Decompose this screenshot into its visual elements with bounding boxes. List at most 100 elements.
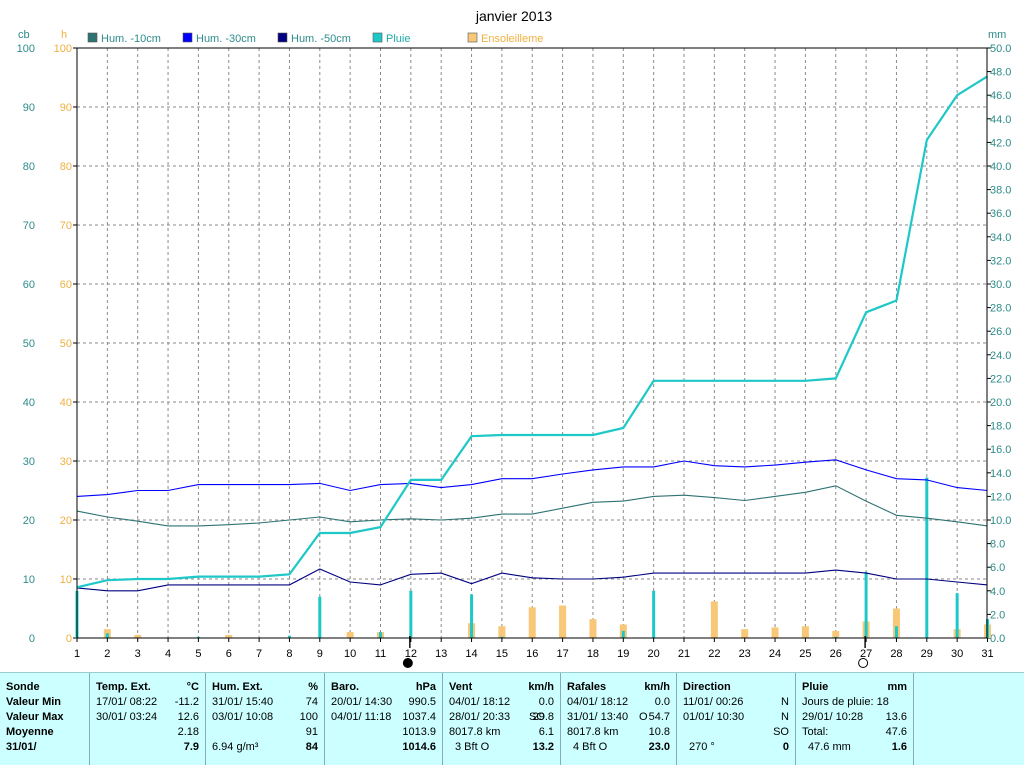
vent-min-date: 04/01/ 18:12 [449, 696, 511, 708]
rain-bar [379, 632, 382, 638]
left-tick-label: 80 [23, 161, 35, 173]
label-date: 31/01/ [6, 741, 37, 753]
baro-avg: 1013.9 [402, 726, 436, 738]
right-tick-label: 0.0 [990, 633, 1005, 645]
chart-title: janvier 2013 [475, 8, 552, 24]
sunshine-bar [528, 607, 536, 638]
x-tick-label: 15 [496, 648, 508, 660]
col-labels: Sonde Valeur Min Valeur Max Moyenne 31/0… [0, 673, 89, 765]
sunshine-bar [498, 626, 506, 638]
left-tick-label: 20 [23, 515, 35, 527]
left-tick-label: 60 [23, 279, 35, 291]
right-tick-label: 16.0 [990, 444, 1011, 456]
label-min: Valeur Min [6, 696, 62, 708]
right-tick-label: 48.0 [990, 67, 1011, 79]
x-tick-label: 11 [375, 648, 386, 660]
pluie-max-date: 29/01/ 10:28 [802, 711, 864, 723]
hum-abs: 6.94 g/m³ [212, 741, 259, 753]
x-tick-label: 5 [195, 648, 201, 660]
pluie-days: Jours de pluie: 18 [802, 696, 889, 708]
legend-label: Pluie [386, 33, 410, 45]
bars [75, 477, 991, 638]
legend-swatch [277, 32, 288, 43]
temp-min-date: 17/01/ 08:22 [96, 696, 158, 708]
rain-bar [500, 636, 504, 638]
pluie-unit: mm [887, 681, 907, 693]
hum-current: 84 [305, 741, 318, 753]
vent-current: 13.2 [532, 741, 554, 753]
col-empty [913, 673, 1024, 765]
rafales-max: 54.7 [648, 711, 670, 723]
rafales-unit: km/h [644, 681, 670, 693]
direction-min-date: 11/01/ 00:26 [683, 696, 744, 708]
temp-max: 12.6 [177, 711, 199, 723]
rain-bar [470, 594, 474, 638]
temp-avg: 2.18 [177, 726, 199, 738]
right-tick-label: 18.0 [990, 421, 1011, 433]
right-tick-label: 14.0 [990, 468, 1011, 480]
direction-deg: 270 ° [689, 741, 715, 753]
hum-unit: % [308, 681, 318, 693]
x-tick-label: 21 [678, 648, 690, 660]
x-tick-label: 4 [165, 648, 171, 660]
col-pluie: Pluie mm Jours de pluie: 18 29/01/ 10:28 1… [795, 673, 913, 765]
baro-min: 990.5 [408, 696, 436, 708]
right-tick-label: 42.0 [990, 137, 1011, 149]
legend: Hum. -10cm Hum. -30cm Hum. -50cm Pluie Ensol… [87, 32, 543, 45]
left-tick-label: 50 [23, 338, 35, 350]
pluie-total: 47.6 [885, 726, 907, 738]
label-max: Valeur Max [6, 711, 64, 723]
left-tick-label-h: 50 [60, 338, 72, 350]
direction-title: Direction [683, 681, 731, 693]
right-tick-label: 6.0 [990, 562, 1005, 574]
right-tick-label: 8.0 [990, 539, 1005, 551]
vent-unit: km/h [528, 681, 554, 693]
vent-min: 0.0 [538, 696, 554, 708]
x-tick-label: 16 [526, 648, 538, 660]
pluie-month: 47.6 mm [808, 741, 851, 753]
direction-max-date: 01/01/ 10:30 [683, 711, 745, 723]
legend-swatch [372, 32, 383, 43]
grid [77, 48, 987, 638]
x-tick-label: 18 [587, 648, 599, 660]
pluie-total-label: Total: [802, 726, 829, 738]
label-sonde: Sonde [6, 681, 40, 693]
left-tick-label: 10 [23, 574, 35, 586]
series-line-hum-50cm [76, 568, 988, 592]
legend-label: Hum. -50cm [291, 33, 351, 45]
legend-swatch [182, 32, 193, 43]
vent-max-dir: SO [529, 711, 545, 723]
vent-max-date: 28/01/ 20:33 [449, 711, 511, 723]
stats-table: Sonde Valeur Min Valeur Max Moyenne 31/0… [0, 672, 1024, 765]
right-tick-label: 10.0 [990, 515, 1011, 527]
left-tick-label-h: 0 [66, 633, 72, 645]
rafales-bft: 4 Bft O [573, 741, 608, 753]
x-tick-label: 7 [256, 648, 262, 660]
rain-bar [409, 590, 413, 638]
x-tick-label: 26 [830, 648, 842, 660]
rafales-max-dir: O [639, 711, 648, 723]
rafales-min: 0.0 [654, 696, 670, 708]
right-tick-label: 46.0 [990, 90, 1011, 102]
x-tick-label: 31 [981, 648, 993, 660]
sunshine-bar [559, 605, 567, 638]
vent-title: Vent [449, 681, 473, 693]
direction-avg: SO [773, 726, 789, 738]
baro-max-date: 04/01/ 11:18 [331, 711, 392, 723]
chart-area: janvier 2013 Hum. -10cm Hum. -30cm Hum. -5… [17, 8, 1012, 668]
temp-min: -11.2 [174, 696, 199, 708]
left-tick-label: 40 [23, 397, 35, 409]
vent-max: 29.8 [532, 711, 554, 723]
legend-swatch [87, 32, 98, 43]
rain-bar [652, 590, 656, 638]
full-moon-icon [858, 658, 869, 668]
left-tick-label: 70 [23, 220, 35, 232]
hum-min: 74 [305, 696, 318, 708]
plot-frame [76, 47, 988, 639]
sunshine-bar [710, 601, 718, 638]
right-tick-label: 2.0 [990, 609, 1005, 621]
rafales-title: Rafales [567, 681, 607, 693]
direction-max: N [781, 711, 789, 723]
temp-max-date: 30/01/ 03:24 [96, 711, 158, 723]
